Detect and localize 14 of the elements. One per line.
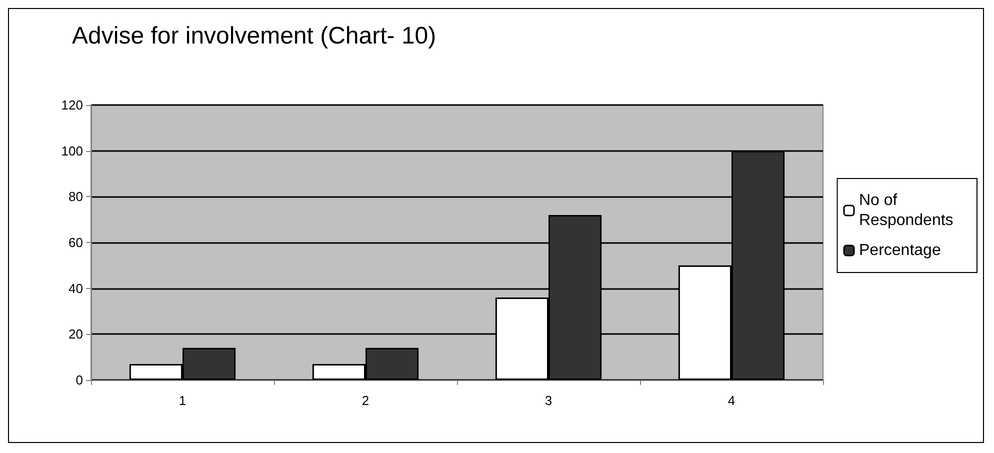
legend-label: Percentage — [859, 242, 941, 259]
legend-label: No of Respondents — [859, 192, 954, 229]
y-tick-label: 120 — [61, 98, 83, 112]
y-tick-label: 20 — [68, 326, 83, 342]
y-tick-label: 80 — [68, 189, 83, 204]
chart-title: Advise for involvement (Chart- 10) — [72, 22, 436, 50]
x-tick-label: 4 — [728, 393, 736, 408]
y-tick-label: 40 — [68, 280, 83, 296]
x-tick-label: 3 — [544, 393, 552, 408]
y-tick-label: 60 — [68, 235, 83, 250]
y-tick-label: 100 — [61, 143, 83, 158]
y-tick-label: 0 — [76, 372, 83, 388]
x-tick-label: 2 — [362, 393, 370, 408]
x-tick-label: 1 — [178, 393, 186, 408]
